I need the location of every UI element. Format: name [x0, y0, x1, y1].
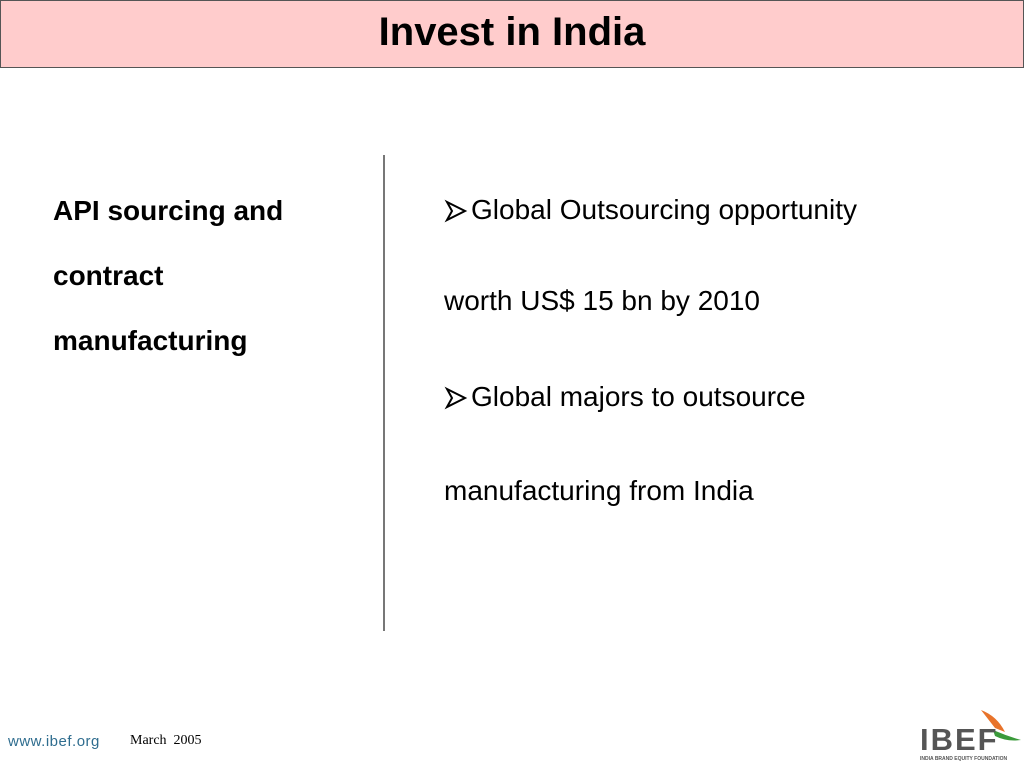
- header-bar: [0, 0, 1024, 68]
- logo-subtext: INDIA BRAND EQUITY FOUNDATION: [920, 756, 1008, 762]
- bullet-icon: [444, 199, 468, 223]
- title: Invest in India: [378, 10, 646, 54]
- left-heading-line: contract: [53, 260, 164, 291]
- logo-text: IBEF: [920, 722, 999, 757]
- bullet-line: Global majors to outsource: [471, 381, 806, 412]
- left-heading-line: API sourcing and: [53, 195, 284, 226]
- footer-date: March 2005: [130, 733, 202, 748]
- footer-url: www.ibef.org: [8, 733, 100, 750]
- bullet-line: manufacturing from India: [444, 475, 754, 506]
- left-heading-line: manufacturing: [53, 325, 248, 356]
- divider: [383, 155, 385, 631]
- logo-bird: [981, 710, 1021, 741]
- bullet-line: Global Outsourcing opportunity: [471, 194, 857, 225]
- bullet-line: worth US$ 15 bn by 2010: [444, 285, 760, 316]
- bullet-icon: [444, 386, 468, 410]
